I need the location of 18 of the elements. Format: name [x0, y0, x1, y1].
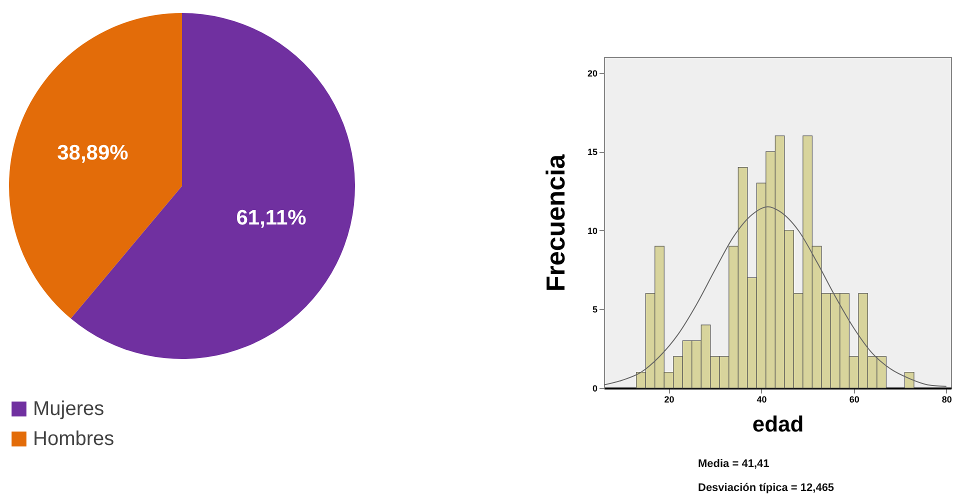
- x-tick-label: 20: [664, 394, 674, 404]
- line-series: [604, 206, 947, 387]
- y-tick-label: 10: [587, 226, 598, 236]
- x-tick-label: 40: [756, 394, 767, 404]
- text: Media = 41,41: [698, 458, 770, 470]
- y-tick-label: 15: [587, 147, 598, 158]
- data-label: 61,11%: [236, 206, 307, 230]
- x-tick-label: 80: [942, 394, 952, 404]
- y-tick-label: 0: [592, 384, 598, 394]
- x-axis-title: edad: [752, 412, 804, 436]
- data-label: 38,89%: [57, 142, 129, 165]
- y-tick-label: 20: [587, 68, 598, 78]
- x-tick-label: 60: [849, 394, 860, 404]
- y-tick-label: 5: [592, 304, 598, 315]
- legend-label: Mujeres: [33, 398, 104, 420]
- legend-label: Hombres: [33, 428, 114, 450]
- y-axis-title: Frecuencia: [540, 154, 570, 292]
- text: Desviación típica = 12,465: [698, 482, 834, 494]
